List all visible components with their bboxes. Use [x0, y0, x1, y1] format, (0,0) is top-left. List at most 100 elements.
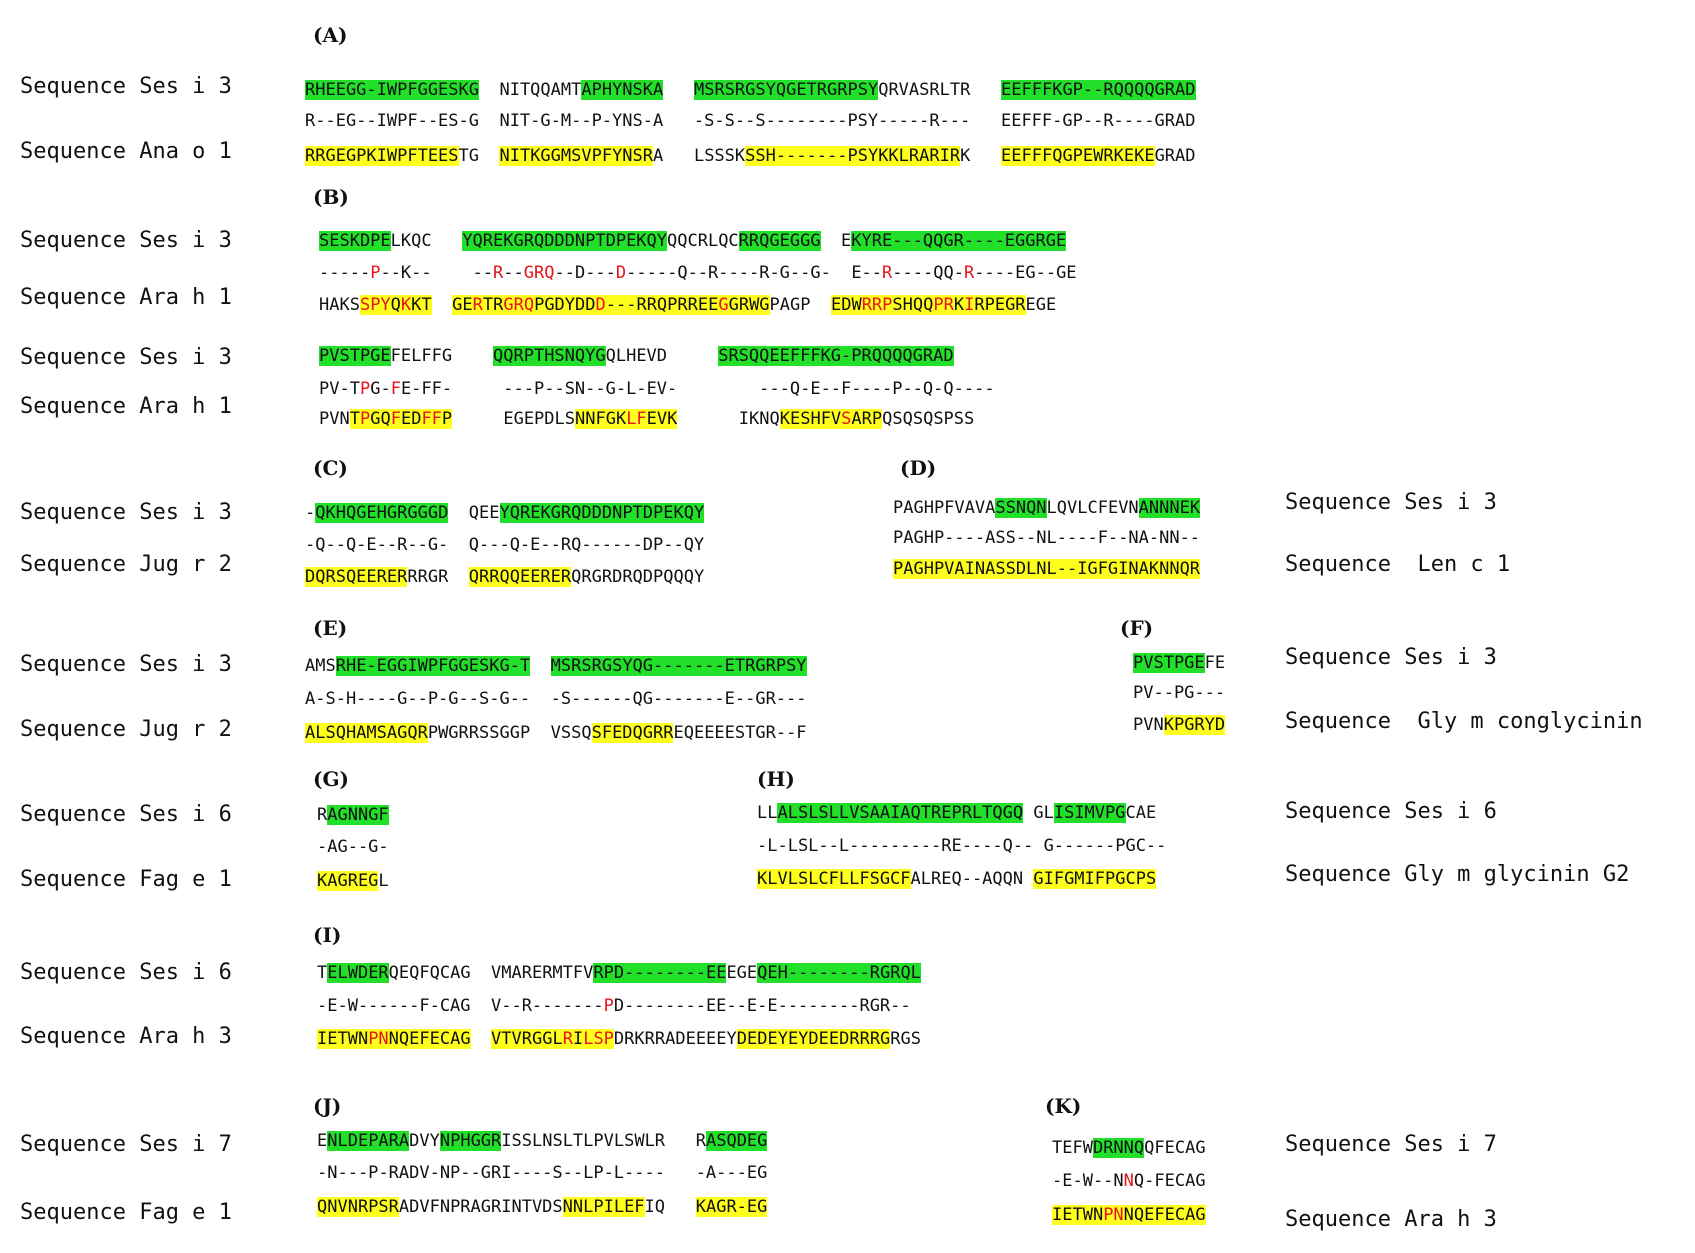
sequence-segment: EGE: [726, 963, 758, 983]
sequence-segment: SHQQ: [892, 295, 934, 315]
sequence-segment: F: [390, 409, 401, 429]
panel-label: (I): [313, 923, 342, 947]
alignment-row: TEFWDRNNQQFECAG: [1052, 1135, 1206, 1162]
alignment-row: PV--PG---: [1133, 680, 1225, 707]
sequence-segment: PAGHPFVAVA: [893, 498, 996, 518]
sequence-segment: SESKDPE: [319, 231, 391, 251]
sequence-label: Sequence Len c 1: [1285, 552, 1511, 577]
sequence-segment: NITQQAMT: [479, 80, 582, 100]
sequence-segment: GRQ: [503, 295, 535, 315]
sequence-segment: R: [472, 295, 483, 315]
sequence-segment: Q-FECAG: [1133, 1171, 1206, 1191]
sequence-segment: QNVNRPSR: [317, 1197, 399, 1217]
panel-label: (C): [313, 456, 348, 480]
sequence-segment: PVN: [319, 409, 350, 429]
alignment-row: -Q--Q-E--R--G- Q---Q-E--RQ------DP--QY: [305, 532, 704, 559]
sequence-segment: ALSQHAMSAGQR: [305, 723, 428, 743]
sequence-segment: PVSTPGE: [319, 346, 391, 366]
sequence-segment: PVSTPGE: [1133, 653, 1205, 673]
sequence-segment: --: [503, 263, 524, 283]
sequence-segment: RRADEEEEY: [644, 1029, 737, 1049]
alignment-row: IETWNPNNQEFECAG: [1052, 1202, 1206, 1229]
alignment-row: RRGEGPKIWPFTEESTG NITKGGMSVPFYNSRA LSSSK…: [305, 143, 1196, 170]
sequence-label: Sequence Gly m glycinin G2: [1285, 862, 1630, 887]
sequence-segment: R--EG--IWPF--ES-G NIT-G-M--P-YNS-A -S-S-…: [305, 111, 1196, 131]
alignment-row: QNVNRPSRADVFNPRAGRINTVDSNNLPILEFIQ KAGR-…: [317, 1194, 768, 1221]
sequence-segment: G: [718, 295, 729, 315]
sequence-segment: -L-LSL--L---------RE----Q-- G------PGC--: [757, 836, 1167, 856]
sequence-segment: A LSSSK: [653, 146, 746, 166]
sequence-label: Sequence Gly m conglycinin: [1285, 709, 1643, 734]
sequence-label: Sequence Ses i 3: [20, 500, 232, 525]
sequence-segment: CAE: [1125, 803, 1157, 823]
sequence-label: Sequence Ses i 3: [20, 652, 232, 677]
sequence-segment: LKQC: [390, 231, 463, 251]
sequence-segment: PN: [1103, 1205, 1124, 1225]
sequence-label: Sequence Ses i 6: [20, 960, 232, 985]
alignment-row: -E-W------F-CAG V--R-------PD--------EE-…: [317, 993, 911, 1020]
sequence-segment: NNFGK: [575, 409, 627, 429]
sequence-segment: EGE: [1025, 295, 1057, 315]
sequence-segment: TG: [458, 146, 500, 166]
alignment-row: KAGREGL: [317, 868, 389, 895]
sequence-segment: RRGR: [407, 567, 469, 587]
sequence-segment: PAGHPVAINASSDLNL--IGFGINAKNNQR: [893, 559, 1201, 579]
sequence-segment: E: [820, 231, 852, 251]
sequence-segment: GQ: [370, 409, 391, 429]
sequence-segment: ---RRQPRREE: [605, 295, 719, 315]
sequence-segment: RRQGEGGG: [738, 231, 821, 251]
sequence-segment: RRGEGPKIWPFTEES: [305, 146, 459, 166]
sequence-label: Sequence Fag e 1: [20, 1200, 232, 1225]
sequence-segment: KESHFV: [779, 409, 842, 429]
panel-label: (H): [757, 767, 795, 791]
sequence-segment: RGS: [890, 1029, 922, 1049]
sequence-segment: QEH--------RGRQL: [757, 963, 921, 983]
sequence-segment: GRQ: [523, 263, 555, 283]
sequence-segment: ISIMVPG: [1053, 803, 1126, 823]
sequence-segment: [471, 1029, 491, 1049]
sequence-label: Sequence Ses i 7: [20, 1132, 232, 1157]
sequence-segment: [432, 295, 452, 315]
alignment-row: KLVLSLCFLLFSGCFALREQ--AQQN GIFGMIFPGCPS: [757, 866, 1157, 893]
alignment-row: ENLDEPARADVYNPHGGRISSLNSLTLPVLSWLR RASQD…: [317, 1128, 768, 1155]
sequence-segment: QFECAG: [1144, 1138, 1206, 1158]
sequence-segment: FE: [1204, 653, 1226, 673]
sequence-segment: YQREKGRQDDDNPTDPEKQY: [499, 503, 705, 523]
sequence-segment: GL: [1023, 803, 1054, 823]
alignment-row: RHEEGG-IWPFGGESKG NITQQAMTAPHYNSKA MSRSR…: [305, 77, 1196, 104]
alignment-row: -E-W--NNQ-FECAG: [1052, 1168, 1206, 1195]
sequence-segment: QRGRDRQDPQQQY: [571, 567, 705, 587]
sequence-segment: IETWN: [317, 1029, 369, 1049]
panel-label: (E): [313, 616, 348, 640]
alignment-row: RAGNNGF: [317, 802, 389, 829]
sequence-segment: QQCRLQC: [667, 231, 739, 251]
sequence-segment: LSP: [583, 1029, 614, 1049]
sequence-segment: R: [882, 263, 893, 283]
sequence-segment: HAKS: [319, 295, 360, 315]
sequence-segment: R: [963, 263, 975, 283]
sequence-segment: [663, 80, 694, 100]
sequence-segment: I: [572, 1029, 584, 1049]
alignment-row: IETWNPNNQEFECAG VTVRGGLRILSPDRKRRADEEEEY…: [317, 1026, 921, 1053]
alignment-row: PAGHPVAINASSDLNL--IGFGINAKNNQR: [893, 556, 1201, 583]
alignment-row: DQRSQEERERRRGR QRRQQEERERQRGRDRQDPQQQY: [305, 564, 704, 591]
sequence-segment: R: [974, 295, 985, 315]
sequence-segment: D: [615, 263, 627, 283]
sequence-segment: P: [359, 379, 371, 399]
sequence-segment: GIFGMIFPGCPS: [1033, 869, 1157, 889]
sequence-segment: RPD--------EE: [593, 963, 727, 983]
sequence-segment: ----QQ-: [892, 263, 964, 283]
panel-label: (J): [313, 1094, 342, 1118]
sequence-segment: KAGR-EG: [695, 1197, 768, 1217]
sequence-label: Sequence Ses i 3: [20, 345, 232, 370]
sequence-segment: QLHEVD: [605, 346, 719, 366]
sequence-segment: RRP: [861, 295, 893, 315]
sequence-segment: IKNQ: [677, 409, 780, 429]
sequence-segment: PV-T: [319, 379, 360, 399]
sequence-label: Sequence Ses i 3: [1285, 645, 1497, 670]
sequence-segment: L: [378, 871, 389, 891]
sequence-segment: KT: [411, 295, 432, 315]
sequence-segment: KPGRYD: [1163, 715, 1226, 735]
sequence-label: Sequence Ara h 3: [20, 1024, 232, 1049]
sequence-segment: N: [1123, 1171, 1134, 1191]
